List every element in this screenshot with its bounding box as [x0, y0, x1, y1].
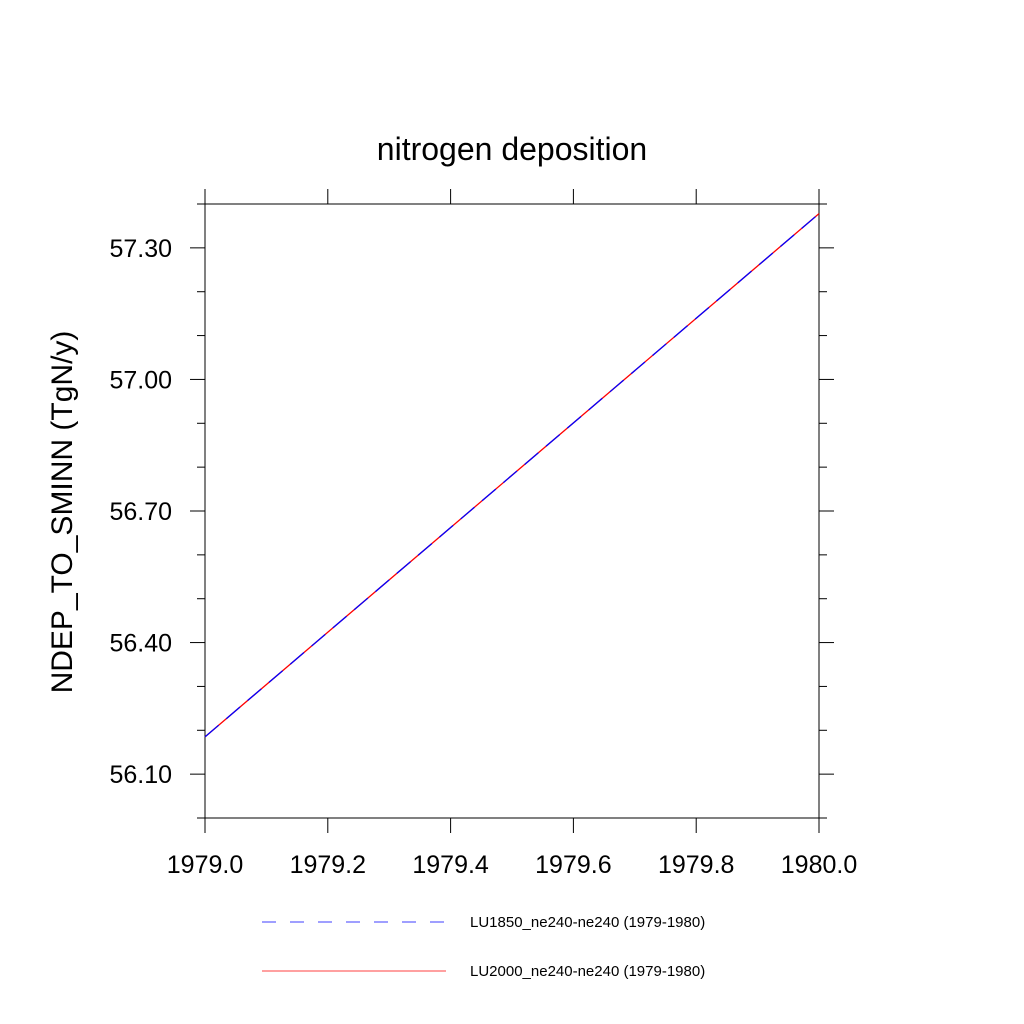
- x-tick-label: 1979.0: [167, 851, 243, 879]
- x-tick-label: 1980.0: [781, 851, 857, 879]
- x-tick-label: 1979.8: [658, 851, 734, 879]
- y-tick-label: 56.70: [109, 498, 172, 526]
- legend-label: LU1850_ne240-ne240 (1979-1980): [470, 914, 705, 931]
- series-line: [204, 213, 820, 738]
- legend: LU1850_ne240-ne240 (1979-1980) LU2000_ne2…: [262, 914, 705, 980]
- y-tick-label: 57.30: [109, 235, 172, 263]
- y-axis-label: NDEP_TO_SMINN (TgN/y): [46, 331, 79, 694]
- chart-title: nitrogen deposition: [377, 131, 647, 167]
- y-tick-label: 56.40: [109, 630, 172, 658]
- x-tick-label: 1979.2: [290, 851, 366, 879]
- plot-area: 1979.0 1979.2 1979.4 1979.6 1979.8 1980.0 56.1…: [109, 189, 857, 879]
- y-tick-label: 56.10: [109, 761, 172, 789]
- x-tick-label: 1979.4: [412, 851, 489, 879]
- y-tick-label: 57.00: [109, 366, 172, 394]
- x-tick-label: 1979.6: [535, 851, 611, 879]
- legend-label: LU2000_ne240-ne240 (1979-1980): [470, 963, 705, 980]
- plot-frame: [204, 203, 820, 819]
